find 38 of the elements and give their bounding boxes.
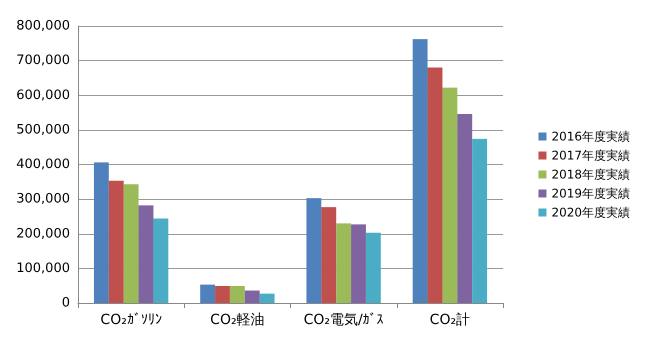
- legend-label: 2016年度実績: [551, 130, 630, 144]
- y-tick-label: 700,000: [16, 53, 70, 68]
- legend-label: 2017年度実績: [551, 148, 630, 162]
- y-tick-label: 0: [62, 296, 70, 310]
- bar: [351, 224, 366, 303]
- bar: [230, 286, 245, 303]
- bar: [94, 162, 109, 303]
- y-tick-label: 600,000: [16, 88, 70, 103]
- x-tick-label: CO₂ｶﾞｿﾘﾝ: [100, 312, 162, 328]
- x-tick-label: CO₂軽油: [210, 312, 265, 328]
- bar: [412, 39, 428, 303]
- bar: [260, 294, 275, 303]
- bar: [457, 114, 472, 303]
- x-tick-label: CO₂電気/ｶﾞｽ: [304, 312, 384, 328]
- bar: [472, 138, 488, 303]
- bar: [336, 223, 352, 303]
- bar: [108, 180, 124, 303]
- bar: [428, 68, 442, 303]
- y-tick-label: 400,000: [16, 157, 70, 172]
- y-tick-label: 300,000: [16, 192, 70, 207]
- x-tick-label: CO₂計: [430, 312, 470, 328]
- y-tick-label: 100,000: [16, 260, 70, 276]
- y-tick-label: 500,000: [16, 122, 70, 138]
- legend-label: 2020年度実績: [551, 206, 630, 220]
- bar: [366, 232, 381, 303]
- bar: [306, 198, 322, 303]
- legend-label: 2018年度実績: [551, 168, 630, 182]
- bar: [200, 284, 216, 303]
- y-tick-label: 800,000: [16, 18, 70, 34]
- bar: [153, 218, 168, 303]
- y-tick-label: 200,000: [16, 226, 70, 242]
- bar: [124, 184, 139, 303]
- bar: [215, 286, 230, 303]
- bar: [442, 88, 458, 303]
- legend-label: 2019年度実績: [551, 186, 630, 200]
- bar: [244, 290, 260, 303]
- bar: [321, 207, 336, 303]
- bar: [138, 205, 154, 303]
